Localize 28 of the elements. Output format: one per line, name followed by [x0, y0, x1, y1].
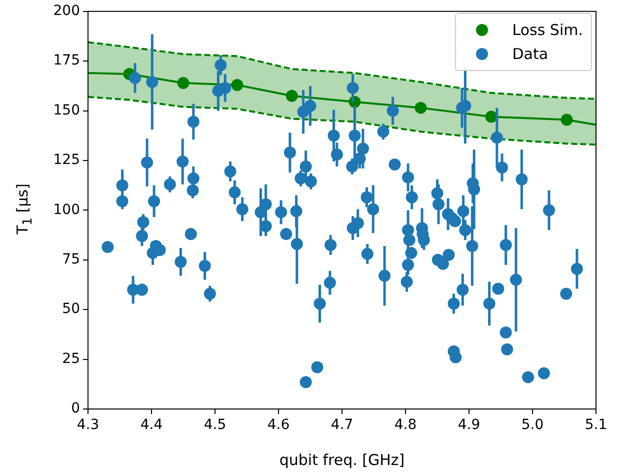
- legend-label: Loss Sim.: [512, 21, 583, 39]
- y-tick-label: 150: [53, 102, 80, 118]
- y-tick-label: 200: [53, 3, 80, 20]
- x-tick-label: 4.4: [140, 417, 163, 434]
- x-axis-title: qubit freq. [GHz]: [279, 450, 405, 469]
- point: [286, 90, 298, 102]
- x-tick-label: 5.0: [521, 417, 544, 434]
- y-tick-label: 100: [53, 202, 80, 218]
- line-series: [88, 96, 596, 146]
- x-tick-label: 4.9: [458, 417, 480, 434]
- x-tick-label: 4.7: [330, 417, 354, 434]
- y-tick-label: 25: [62, 350, 80, 367]
- y-tick-label: 50: [62, 301, 80, 318]
- point: [414, 102, 427, 114]
- x-tick-label: 4.6: [267, 417, 290, 434]
- point: [177, 76, 190, 89]
- point: [560, 114, 573, 126]
- x-tick-label: 5.1: [584, 417, 608, 434]
- legend-label: Data: [512, 45, 548, 63]
- point: [231, 78, 244, 91]
- x-tick-label: 4.8: [394, 417, 417, 434]
- x-tick-label: 4.3: [76, 417, 100, 434]
- y-tick-label: 125: [53, 152, 80, 168]
- line-series: [88, 41, 596, 100]
- y-tick-label: 175: [53, 52, 80, 69]
- y-tick-label: 0: [71, 400, 80, 417]
- y-tick-label: 75: [62, 252, 80, 268]
- x-tick-label: 4.5: [204, 417, 226, 434]
